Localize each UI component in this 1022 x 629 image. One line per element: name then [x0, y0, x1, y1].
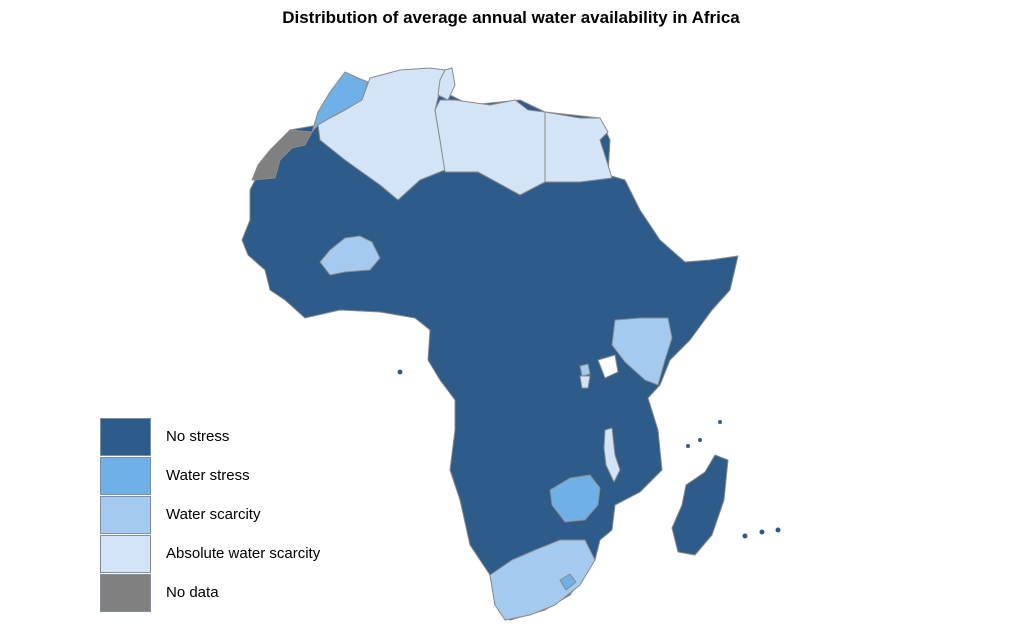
region-malawi	[603, 427, 621, 483]
legend-label: Absolute water scarcity	[166, 545, 321, 562]
region-burundi	[579, 375, 591, 389]
region-rwanda	[579, 363, 591, 377]
region-egypt	[544, 111, 613, 183]
legend-swatch	[100, 496, 151, 534]
legend-swatch	[100, 457, 151, 495]
region-zimbabwe	[549, 474, 601, 523]
region-madagascar	[671, 454, 729, 556]
lake-victoria	[597, 354, 619, 379]
legend-label: No stress	[166, 428, 230, 445]
region-burkina-faso	[319, 235, 381, 276]
legend-swatch	[100, 535, 151, 573]
island	[698, 438, 702, 442]
legend-label: No data	[166, 584, 219, 601]
map-title: Distribution of average annual water ava…	[282, 8, 740, 27]
region-south-africa	[489, 539, 596, 621]
region-lesotho	[559, 573, 577, 591]
island	[775, 527, 781, 533]
island	[759, 529, 765, 535]
legend-label: Water scarcity	[166, 506, 261, 523]
legend-swatch	[100, 418, 151, 456]
legend-label: Water stress	[166, 467, 250, 484]
legend-swatch	[100, 574, 151, 612]
island	[397, 369, 403, 375]
island	[742, 533, 748, 539]
island	[686, 444, 690, 448]
region-western-sahara	[251, 129, 313, 181]
region-kenya	[611, 317, 673, 386]
island	[718, 420, 722, 424]
region-algeria	[317, 67, 446, 201]
